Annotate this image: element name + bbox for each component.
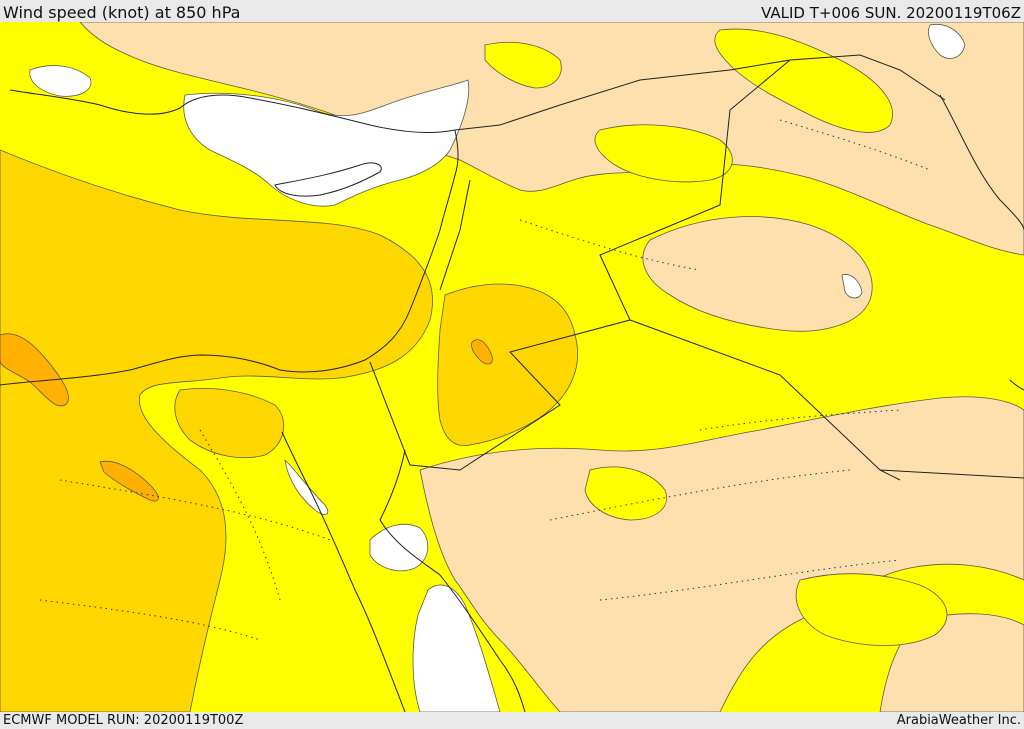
wind-band-tan-east: [642, 216, 873, 332]
map-title: Wind speed (knot) at 850 hPa: [3, 3, 241, 22]
coastline-turkey: [9, 89, 456, 133]
border-line-2: [629, 319, 1024, 479]
footer-bar: ECMWF MODEL RUN: 20200119T00Z ArabiaWeat…: [0, 712, 1024, 729]
wind-band-white-urmia: [841, 274, 863, 299]
wind-band-yellow-patch-3: [594, 124, 733, 183]
wind-band-orange-3: [471, 339, 493, 365]
border-line-4: [439, 179, 471, 291]
coastline-caspian: [939, 94, 1024, 231]
wind-band-orange-1: [0, 333, 69, 407]
wind-band-white-redsea-1: [369, 523, 429, 572]
wind-speed-map: [0, 22, 1024, 712]
valid-time: VALID T+006 SUN. 20200119T06Z: [761, 4, 1021, 22]
wind-band-white-aegean: [29, 65, 92, 97]
coastline-cyprus: [274, 162, 382, 197]
wind-band-yellow-patch-1: [714, 28, 893, 133]
border-line-1: [369, 59, 791, 471]
coastline-gulf: [1009, 379, 1024, 391]
coastline-redsea-east: [379, 449, 526, 712]
admin-boundary-1: [39, 119, 931, 641]
wind-band-gold-west: [0, 149, 433, 712]
wind-band-yellow-patch-4: [795, 573, 948, 646]
border-line-3: [454, 54, 946, 131]
model-run-label: ECMWF MODEL RUN: 20200119T00Z: [3, 713, 244, 728]
wind-band-gold-jordan: [437, 283, 579, 447]
coastline-med: [0, 129, 459, 386]
wind-band-white-tuz: [928, 23, 966, 59]
wind-band-white-cyprus: [183, 79, 470, 207]
wind-band-tan-arabia: [419, 396, 1024, 712]
wind-band-yellow-patch-2: [484, 41, 562, 89]
wind-band-white-redsea-2: [412, 584, 501, 712]
wind-band-white-suez: [284, 458, 329, 515]
coastline-redsea-west: [281, 431, 406, 712]
wind-band-orange-2: [99, 460, 159, 502]
header-bar: Wind speed (knot) at 850 hPa VALID T+006…: [0, 0, 1024, 22]
credit-label: ArabiaWeather Inc.: [896, 713, 1021, 728]
wind-band-gold-sinai: [174, 387, 284, 459]
wind-band-yellow-patch-5: [584, 466, 667, 521]
border-line-5: [879, 469, 901, 481]
